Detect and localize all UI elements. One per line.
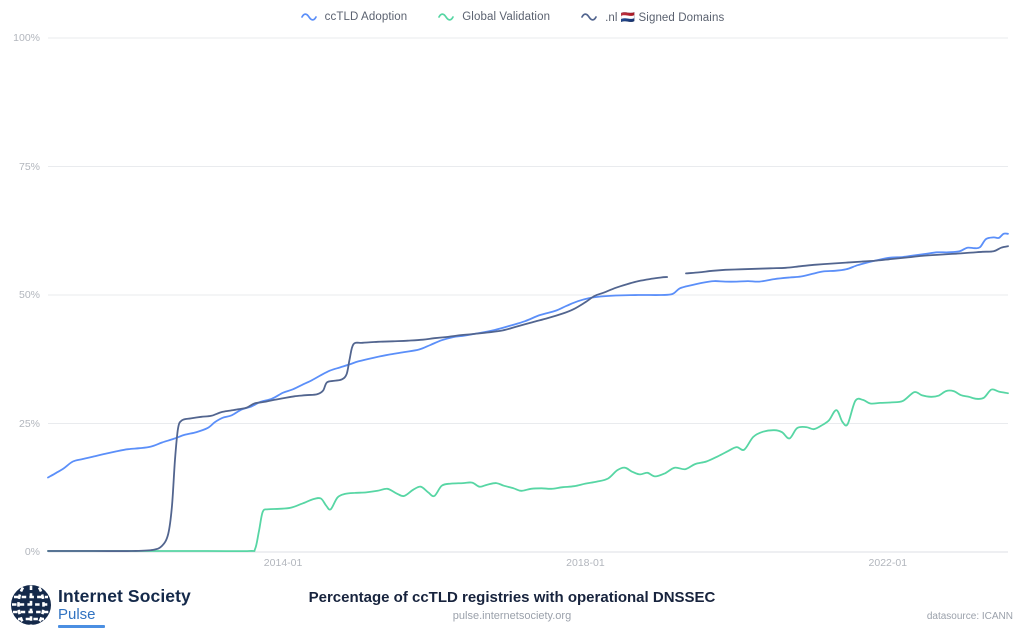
series-line [47, 388, 1009, 553]
x-axis-tick-label: 2014-01 [263, 557, 303, 569]
chart-subtitle: pulse.internetsociety.org [452, 610, 572, 622]
line-chart-plot-area[interactable] [0, 0, 1024, 578]
chart-title: Percentage of ccTLD registries with oper… [308, 589, 716, 606]
brand-sub-pulse: Pulse [58, 606, 96, 623]
line-wave-icon [300, 13, 317, 21]
x-axis-tick-label: 2018-01 [566, 557, 605, 569]
legend-label: Global Validation [462, 11, 551, 23]
datasource-label: datasource: ICANN [926, 611, 1013, 622]
pulse-underline [58, 625, 105, 628]
line-wave-icon [581, 13, 597, 21]
brand-name: Internet Society [58, 586, 191, 606]
legend-label: .nl 🇳🇱 Signed Domains [605, 12, 725, 24]
y-axis-tick-label: 25% [18, 417, 40, 430]
y-axis-tick-label: 75% [18, 160, 40, 173]
series-line [47, 276, 668, 552]
internet-society-logo [11, 585, 51, 625]
legend-label: ccTLD Adoption [324, 11, 408, 23]
series-line [685, 245, 1009, 275]
x-axis-tick-label: 2022-01 [868, 557, 908, 569]
chart-legend: ccTLD Adoption Global Validation .nl 🇳🇱 … [0, 10, 1024, 24]
y-axis-tick-label: 100% [13, 32, 40, 44]
legend-item-global-validation[interactable]: Global Validation [437, 10, 550, 24]
y-axis-tick-label: 50% [18, 289, 40, 301]
legend-item-nl-signed-domains[interactable]: .nl 🇳🇱 Signed Domains [580, 10, 724, 24]
y-axis-tick-label: 0% [24, 546, 40, 558]
line-wave-icon [438, 13, 455, 21]
legend-item-cctld-adoption[interactable]: ccTLD Adoption [300, 10, 408, 24]
series-line [47, 232, 1009, 479]
